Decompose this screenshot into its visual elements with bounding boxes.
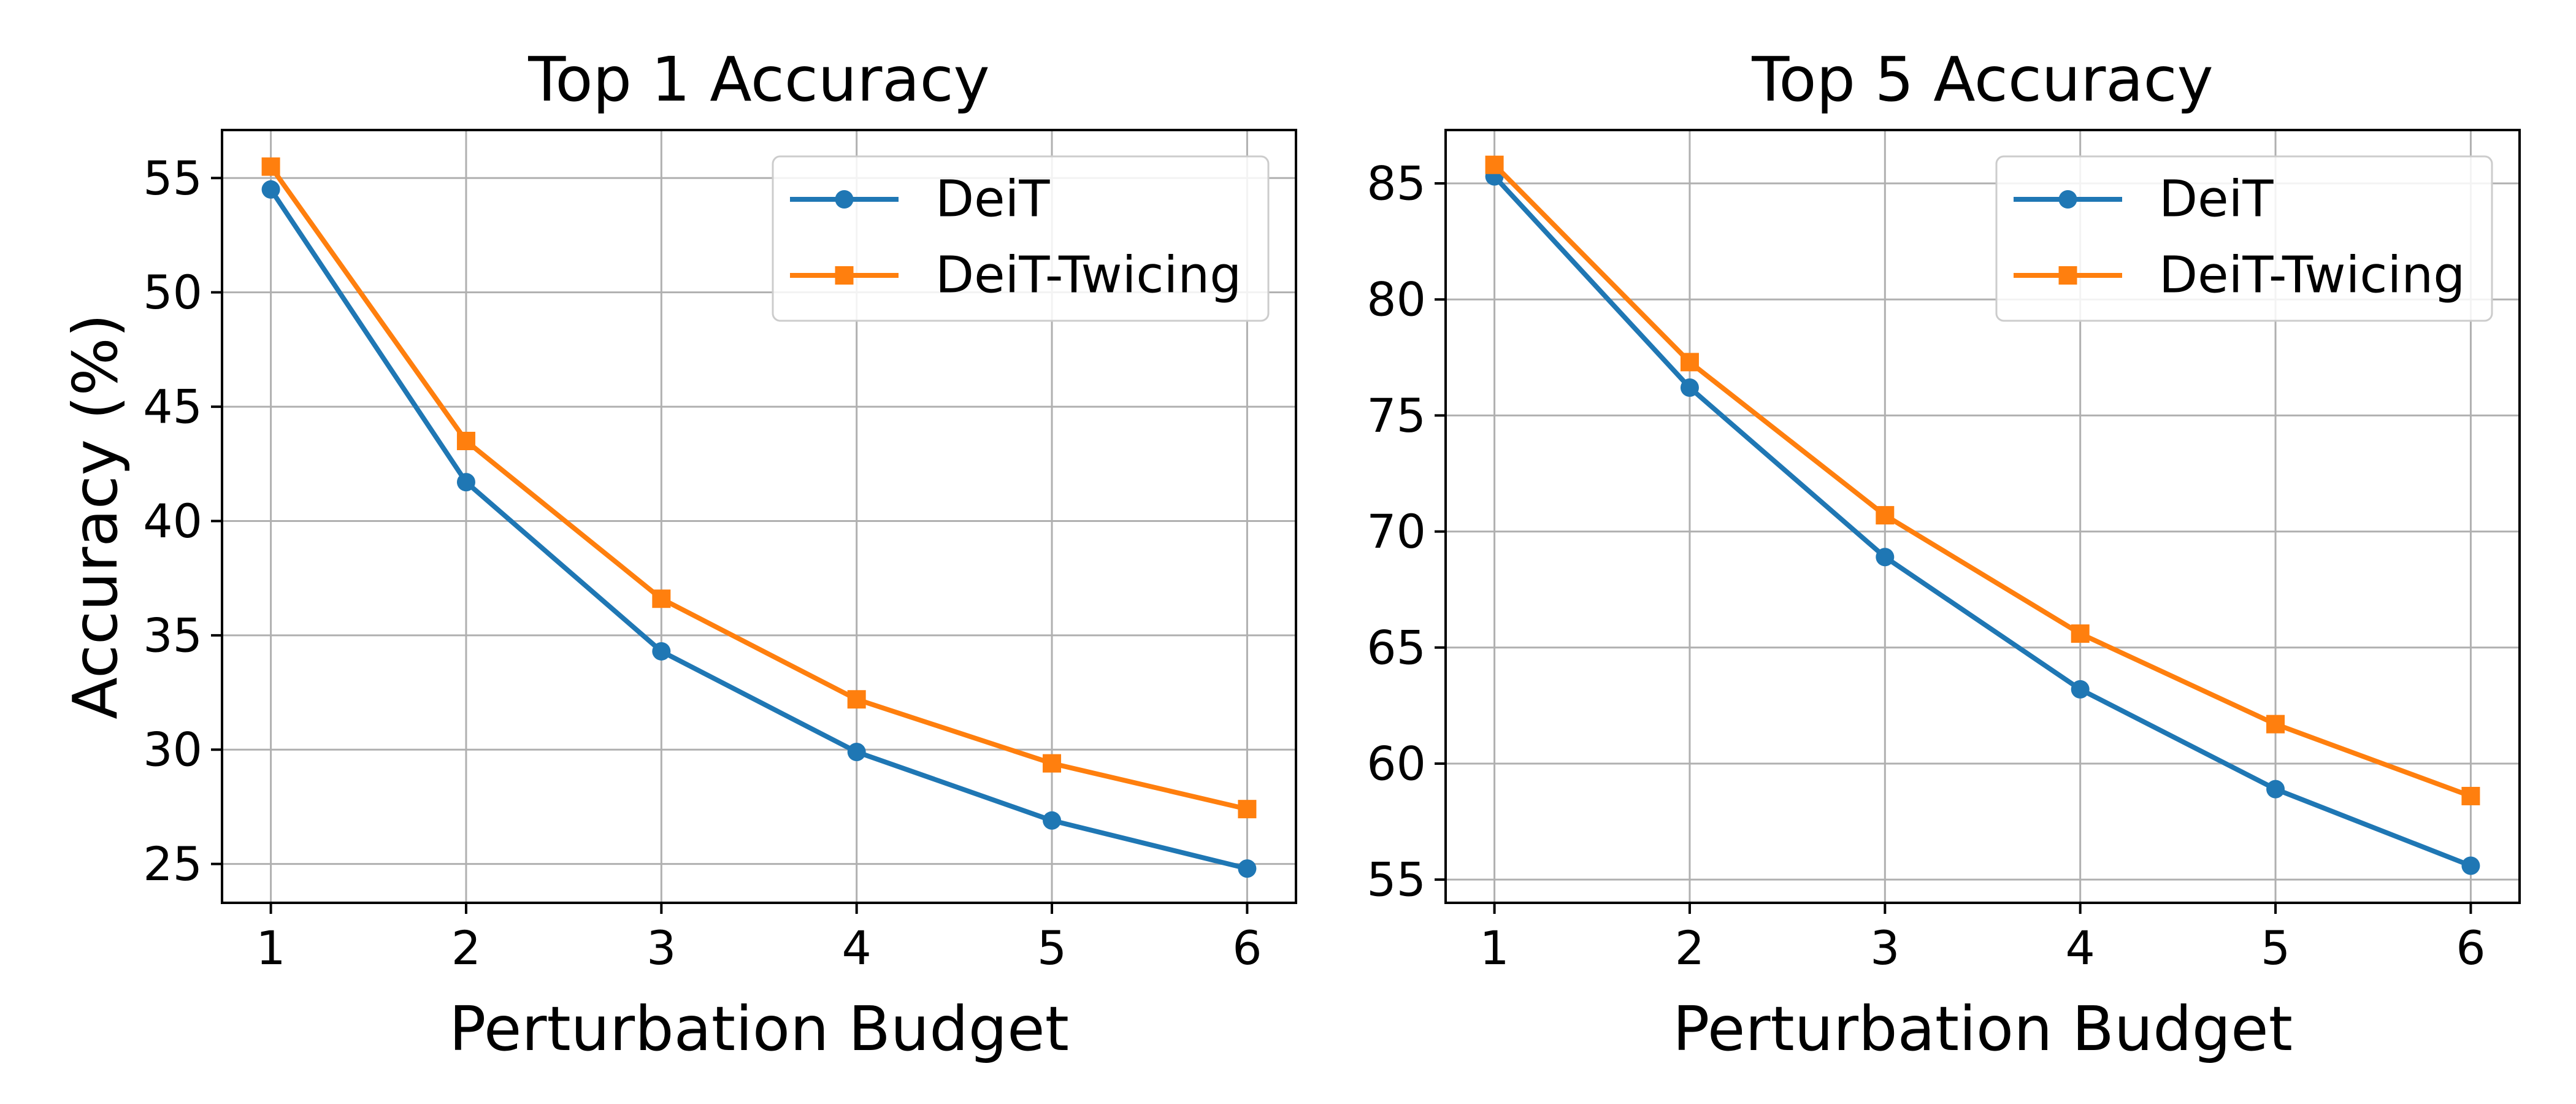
y-tick-label: 65 [1367, 620, 1426, 675]
legend-marker [835, 190, 854, 209]
series-deit-twicing [261, 157, 1257, 819]
series-line [269, 188, 1248, 871]
chart-title: Top 1 Accuracy [527, 44, 990, 115]
x-tick-label: 2 [1675, 921, 1704, 975]
legend-label: DeiT [2159, 171, 2274, 229]
data-point [2266, 715, 2285, 734]
data-point [847, 742, 866, 761]
y-tick-label: 30 [143, 723, 202, 777]
series-line [1492, 174, 2472, 868]
data-point [456, 431, 475, 450]
x-tick-label: 6 [1232, 921, 1262, 975]
x-tick-label: 3 [646, 921, 676, 975]
series-line [269, 165, 1248, 812]
y-tick-label: 50 [143, 265, 202, 320]
x-tick-label: 1 [1479, 921, 1509, 975]
x-tick-label: 6 [2456, 921, 2485, 975]
x-tick-label: 1 [256, 921, 285, 975]
chart-title: Top 5 Accuracy [1751, 44, 2214, 115]
data-point [2266, 780, 2285, 799]
x-axis-label: Perturbation Budget [1673, 993, 2293, 1065]
data-point [1680, 378, 1699, 397]
legend: DeiT DeiT-Twicing [1995, 155, 2493, 322]
x-tick-label: 4 [842, 921, 872, 975]
data-point [1238, 800, 1257, 819]
data-point [652, 642, 671, 661]
series-line [1492, 163, 2472, 799]
x-tick-label: 3 [1870, 921, 1899, 975]
data-point [652, 589, 671, 608]
data-point [2071, 624, 2090, 643]
legend: DeiT DeiT-Twicing [772, 155, 1270, 322]
data-point [2461, 856, 2480, 875]
y-axis-label: Accuracy (%) [59, 313, 131, 719]
series-deit [261, 180, 1257, 878]
chart-panel-top5: 1 2 3 4 5 6 55 60 65 70 75 80 85 Top 5 Accuracy Pertur… [1367, 44, 2521, 1065]
y-tick-label: 40 [143, 494, 202, 548]
y-tick-label: 70 [1367, 504, 1426, 559]
legend-marker [835, 266, 854, 285]
data-point [261, 157, 280, 176]
legend-label: DeiT-Twicing [935, 247, 1241, 305]
x-tick-label: 2 [451, 921, 481, 975]
x-axis-label: Perturbation Budget [449, 993, 1069, 1065]
y-tick-label: 35 [143, 608, 202, 662]
data-point [1238, 859, 1257, 878]
axes-frame [1444, 129, 2521, 904]
axes-frame [221, 129, 1297, 904]
data-point [456, 473, 475, 492]
data-point [1043, 754, 1062, 773]
y-tick-label: 75 [1367, 388, 1426, 443]
data-point [1876, 548, 1895, 567]
legend-label: DeiT-Twicing [2159, 247, 2465, 305]
x-tick-label: 5 [1037, 921, 1067, 975]
data-point [847, 690, 866, 709]
data-point [2461, 786, 2480, 805]
data-point [1485, 155, 1504, 174]
x-tick-label: 5 [2261, 921, 2290, 975]
series-deit-twicing [1485, 155, 2480, 805]
legend-label: DeiT [935, 171, 1050, 229]
y-tick-label: 45 [143, 380, 202, 434]
y-tick-label: 55 [143, 151, 202, 205]
y-tick-label: 60 [1367, 736, 1426, 791]
y-tick-label: 85 [1367, 156, 1426, 211]
data-point [1043, 811, 1062, 830]
data-point [1680, 353, 1699, 372]
data-point [1876, 506, 1895, 525]
data-point [2071, 680, 2090, 699]
x-tick-label: 4 [2066, 921, 2095, 975]
legend-marker [2058, 190, 2077, 209]
y-tick-label: 25 [143, 837, 202, 891]
legend-marker [2058, 266, 2077, 285]
y-tick-label: 55 [1367, 853, 1426, 907]
data-point [261, 180, 280, 199]
y-tick-label: 80 [1367, 272, 1426, 327]
